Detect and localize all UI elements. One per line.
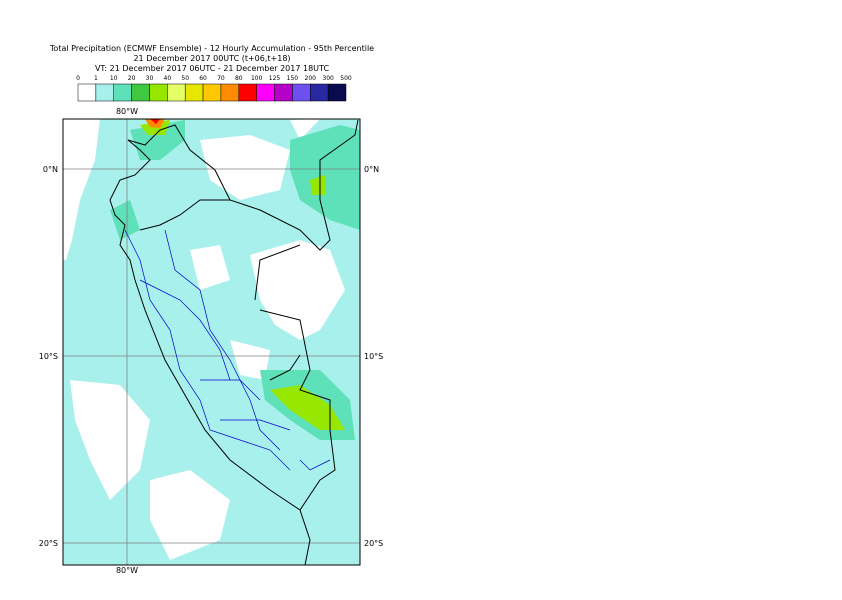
legend-swatch: [95, 83, 114, 102]
latitude-label: 0°N: [364, 165, 379, 174]
latitude-label: 20°S: [39, 539, 58, 548]
map-frame: [62, 118, 361, 566]
legend: 0 1 10 20 30 40 50 60 70 80 100 125 150 200 300 500: [76, 75, 352, 102]
legend-swatch: [274, 83, 293, 102]
legend-swatch: [310, 83, 329, 102]
regional-borders: [124, 229, 331, 471]
legend-swatch: [149, 83, 168, 102]
legend-label: 0: [76, 75, 80, 82]
longitude-label: 80°W: [116, 566, 138, 575]
legend-label: 300: [322, 75, 334, 82]
subtitle: 21 December 2017 00UTC (t+06,t+18): [133, 54, 290, 63]
peak-core: [150, 119, 160, 124]
legend-label: 40: [164, 75, 172, 82]
legend-label: 10: [110, 75, 118, 82]
legend-swatch: [238, 83, 257, 102]
longitude-label: 80°W: [116, 107, 138, 116]
legend-label: 20: [128, 75, 136, 82]
borders: [109, 119, 359, 565]
legend-swatch: [113, 83, 132, 102]
latitude-label: 0°N: [43, 165, 58, 174]
legend-label: 125: [269, 75, 281, 82]
graticule: [63, 119, 360, 565]
latitude-label: 10°S: [39, 352, 58, 361]
dry-areas: [63, 119, 345, 560]
legend-swatch: [202, 83, 222, 102]
legend-swatch: [327, 83, 347, 102]
legend-label: 60: [199, 75, 207, 82]
legend-label: 100: [251, 75, 263, 82]
legend-swatch: [184, 83, 204, 102]
legend-label: 50: [181, 75, 189, 82]
legend-label: 80: [235, 75, 243, 82]
latitude-label: 20°S: [364, 539, 383, 548]
legend-swatch: [220, 83, 240, 102]
legend-swatch: [167, 83, 186, 102]
legend-label: 1: [94, 75, 98, 82]
valid-time: VT: 21 December 2017 06UTC - 21 December…: [95, 64, 329, 73]
legend-label: 200: [305, 75, 317, 82]
legend-label: 30: [146, 75, 154, 82]
map: [63, 119, 360, 565]
legend-swatch: [292, 83, 311, 102]
peak-area: [145, 119, 165, 128]
legend-swatch: [77, 83, 97, 102]
legend-label: 500: [340, 75, 352, 82]
legend-swatch: [256, 83, 275, 102]
latitude-label: 10°S: [364, 352, 383, 361]
legend-label: 150: [287, 75, 299, 82]
legend-swatch: [131, 83, 150, 102]
title: Total Precipitation (ECMWF Ensemble) - 1…: [49, 44, 374, 53]
legend-label: 70: [217, 75, 225, 82]
